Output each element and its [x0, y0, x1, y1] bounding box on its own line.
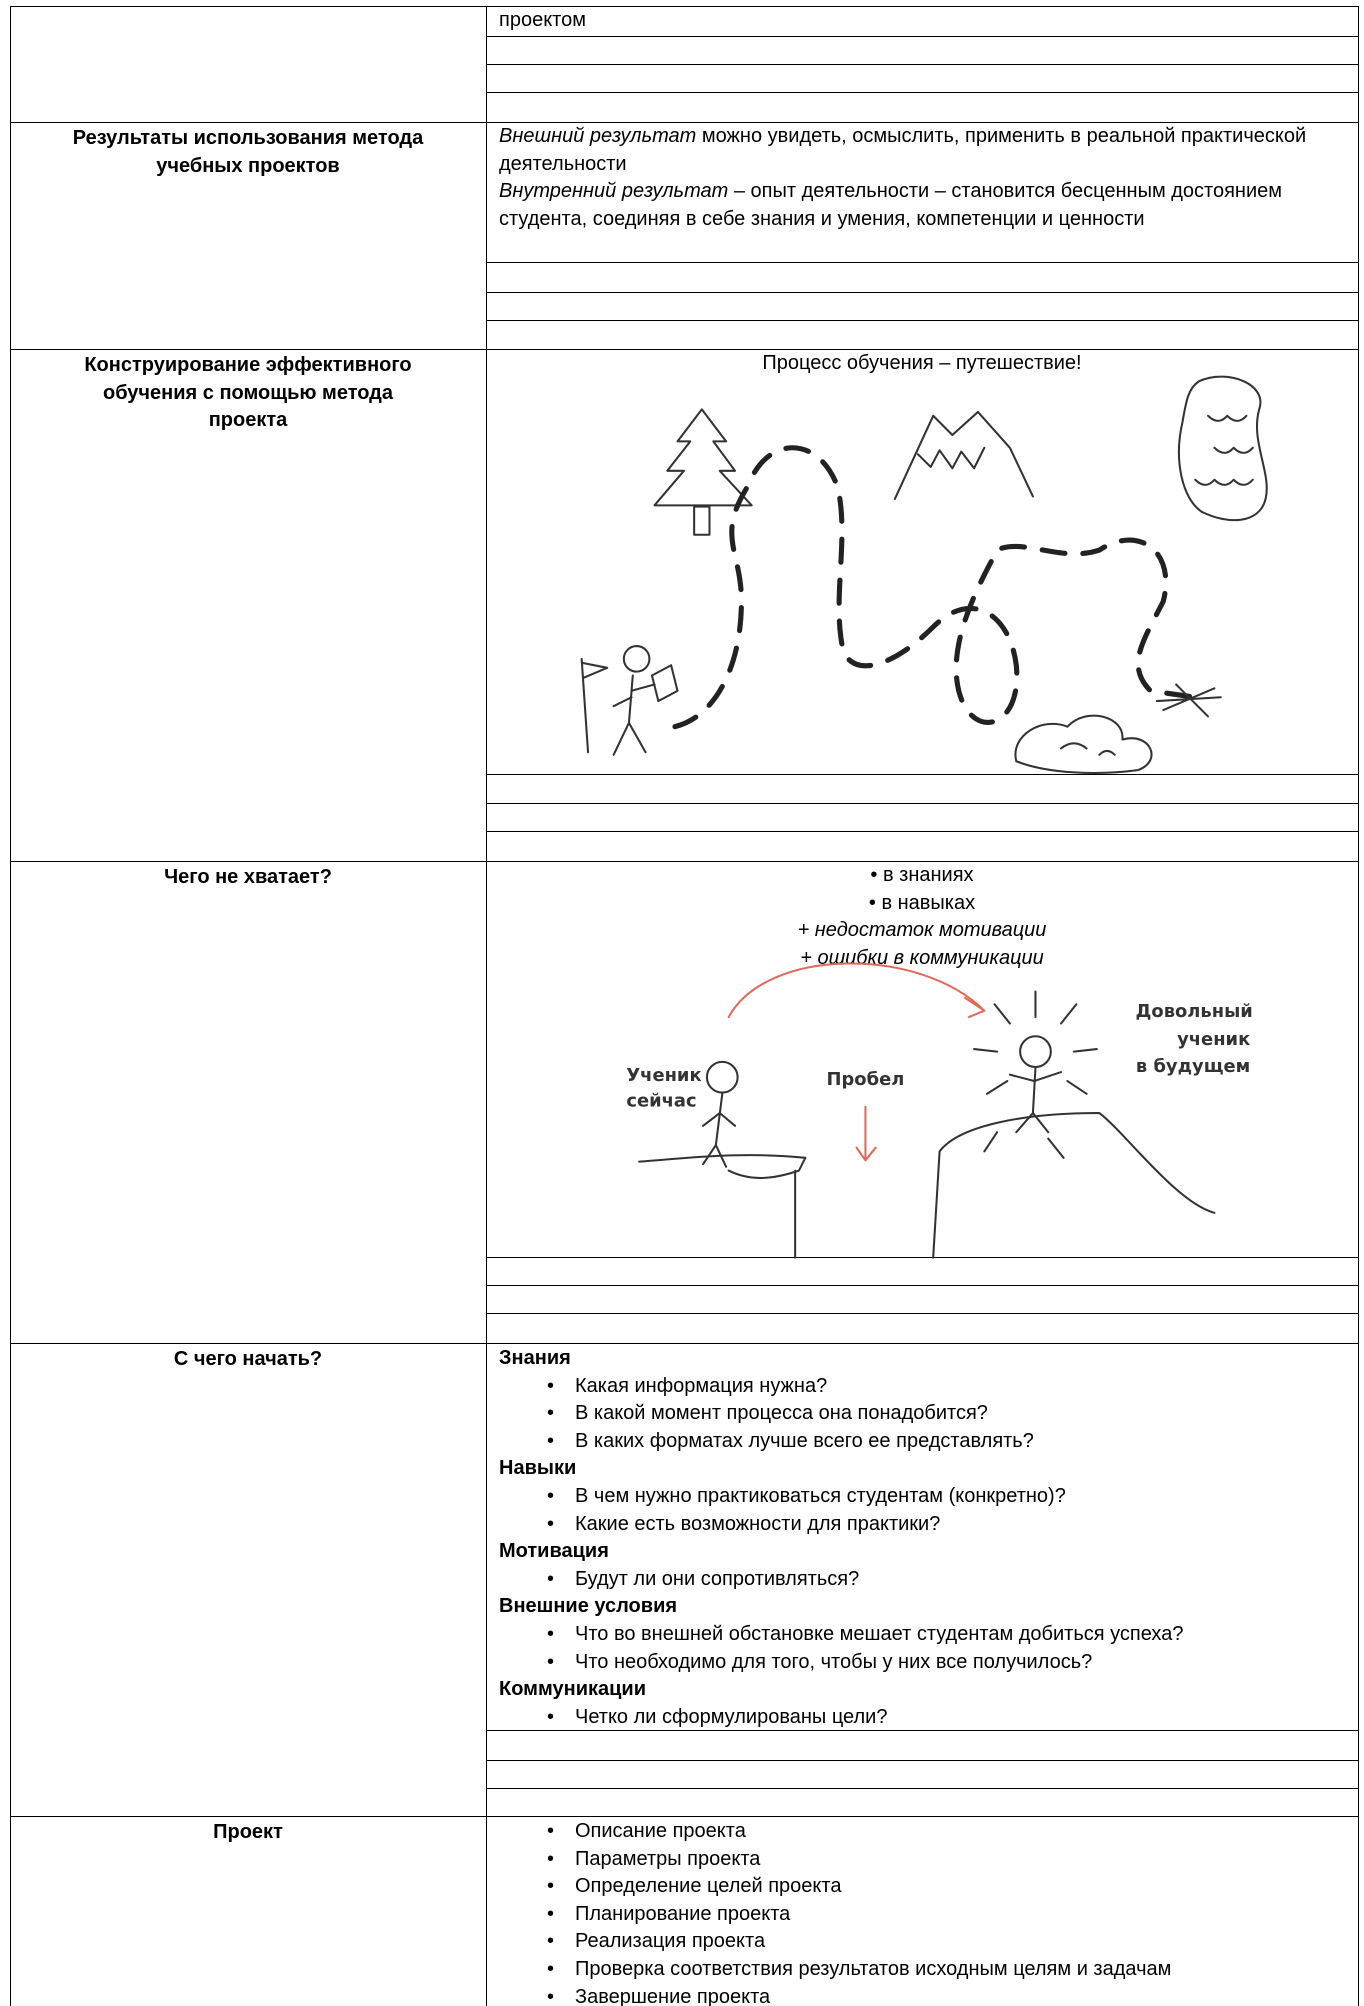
row-label: С чего начать?	[173, 1348, 323, 1370]
list-item: Что необходимо для того, чтобы у них все…	[499, 1649, 1354, 1677]
list-item: Определение целей проекта	[499, 1873, 1354, 1901]
figure-label: ученик	[1177, 1029, 1250, 1050]
border	[486, 831, 1358, 832]
list-item: В каких форматах лучше всего ее представ…	[499, 1428, 1354, 1456]
border	[1358, 6, 1359, 2006]
border	[10, 1816, 1358, 1817]
section-heading: Внешние условия	[499, 1595, 678, 1618]
cell-text: Внешний результат можно увидеть, осмысли…	[499, 123, 1354, 233]
figure-label: Довольный	[1135, 1001, 1252, 1022]
border	[486, 92, 1358, 93]
label-line: Конструирование эффективного	[84, 354, 412, 376]
border	[486, 320, 1358, 321]
paragraph: Внешний результат можно увидеть, осмысли…	[499, 123, 1354, 178]
section-heading: Навыки	[499, 1457, 577, 1480]
border	[486, 262, 1358, 263]
list-item: В чем нужно практиковаться студентам (ко…	[499, 1483, 1354, 1511]
list-item: Планирование проекта	[499, 1901, 1354, 1929]
figure-label: Ученик	[626, 1065, 701, 1086]
cell-text: Знания Какая информация нужна?В какой мом…	[499, 1345, 1354, 1731]
figure-label: Пробел	[827, 1069, 905, 1090]
bullet: в знаниях	[486, 862, 1358, 890]
border	[486, 64, 1358, 65]
list-item: Завершение проекта	[499, 1984, 1354, 2006]
border	[486, 1313, 1358, 1314]
gap-sketch	[638, 962, 1216, 1259]
border	[486, 1285, 1358, 1286]
border	[486, 6, 487, 2006]
border	[486, 803, 1358, 804]
list-item: Описание проекта	[499, 1818, 1354, 1846]
figure-label: в будущем	[1136, 1056, 1250, 1077]
border	[486, 1760, 1358, 1761]
border	[10, 6, 11, 2006]
label-line: проекта	[208, 409, 288, 432]
text: – опыт деятельности – становится бесценн…	[499, 180, 1283, 230]
emphasis: Внешний результат	[499, 125, 697, 147]
list-item: Будут ли они сопротивляться?	[499, 1566, 1354, 1594]
row-label: Конструирование эффективного обучения с п…	[10, 352, 486, 435]
list-item: Какая информация нужна?	[499, 1373, 1354, 1401]
list-item: Четко ли сформулированы цели?	[499, 1704, 1354, 1732]
cell-text: Описание проектаПараметры проектаОпредел…	[499, 1818, 1354, 2006]
list-item: Реализация проекта	[499, 1928, 1354, 1956]
border	[486, 1788, 1358, 1789]
section-heading: Знания	[499, 1347, 571, 1369]
figure-label: сейчас	[626, 1091, 696, 1112]
list-item: Какие есть возможности для практики?	[499, 1511, 1354, 1539]
section-heading: Мотивация	[499, 1540, 609, 1563]
paragraph: Внутренний результат – опыт деятельности…	[499, 178, 1354, 233]
text: можно увидеть, осмыслить, применить в ре…	[499, 125, 1307, 175]
border	[10, 1343, 1358, 1344]
label-line: Результаты использования метода	[72, 127, 424, 149]
border	[486, 1257, 1358, 1258]
section-heading: Коммуникации	[499, 1678, 647, 1701]
border	[10, 349, 1358, 350]
list-item: Проверка соответствия результатов исходн…	[499, 1956, 1354, 1984]
list-item: Параметры проекта	[499, 1846, 1354, 1874]
note: + недостаток мотивации	[797, 919, 1047, 942]
border	[10, 122, 1358, 123]
list-item: В какой момент процесса она понадобится?	[499, 1400, 1354, 1428]
border	[486, 774, 1358, 775]
border	[10, 6, 1358, 7]
cell-text: проектом	[499, 9, 586, 31]
row-label: Чего не хватает?	[164, 866, 332, 888]
label-line: учебных проектов	[156, 154, 340, 177]
border	[486, 36, 1358, 37]
row-label: Проект	[213, 1821, 283, 1843]
journey-sketch	[580, 375, 1268, 774]
border	[486, 292, 1358, 293]
label-line: обучения с помощью метода	[103, 381, 393, 404]
bullet: в навыках	[486, 890, 1358, 918]
row-label: Результаты использования метода учебных п…	[10, 125, 486, 180]
caption: Процесс обучения – путешествие!	[762, 352, 1082, 374]
emphasis: Внутренний результат	[499, 180, 729, 203]
list-item: Что во внешней обстановке мешает студент…	[499, 1621, 1354, 1649]
